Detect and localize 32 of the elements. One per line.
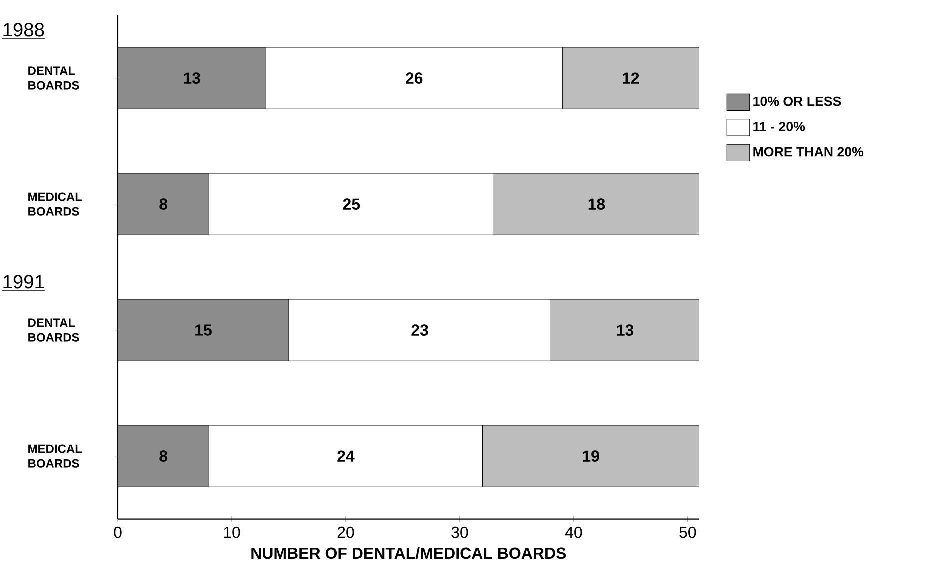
- data-label: 13: [184, 72, 200, 84]
- legend-label: MORE THAN 20%: [754, 147, 864, 157]
- data-label: 24: [338, 450, 355, 462]
- data-label: 8: [160, 198, 168, 210]
- bar: [118, 173, 210, 236]
- text: 1988: [4, 23, 44, 37]
- data-label: 19: [583, 450, 600, 462]
- x-tick-label: 50: [680, 526, 696, 538]
- y-tick-label: MEDICAL BOARDS: [28, 444, 82, 468]
- data-label: 13: [617, 324, 634, 336]
- y-tick-label: DENTAL BOARDS: [28, 66, 80, 90]
- bar: [118, 47, 266, 110]
- data-label: 25: [343, 198, 360, 210]
- x-axis-title: NUMBER OF DENTAL/MEDICAL BOARDS: [252, 547, 566, 560]
- bar: [118, 425, 210, 488]
- data-label: 15: [196, 324, 212, 336]
- data-label: 18: [588, 198, 606, 210]
- y-tick-label: DENTAL BOARDS: [28, 318, 80, 342]
- data-label: 26: [406, 72, 423, 84]
- data-label: 23: [412, 324, 428, 336]
- x-tick-label: 0: [114, 526, 122, 538]
- x-tick-label: 20: [338, 526, 354, 538]
- legend-label: 11 - 20%: [754, 122, 806, 132]
- text: 1991: [4, 275, 44, 289]
- data-label: 8: [160, 450, 168, 462]
- legend-label: 10% OR LESS: [754, 96, 842, 106]
- x-tick-label: 40: [565, 526, 582, 538]
- bar: [118, 299, 290, 362]
- x-tick-label: 10: [224, 526, 240, 538]
- data-label: 12: [623, 72, 640, 84]
- y-tick-label: MEDICAL BOARDS: [28, 192, 82, 216]
- x-tick-label: 30: [452, 526, 468, 538]
